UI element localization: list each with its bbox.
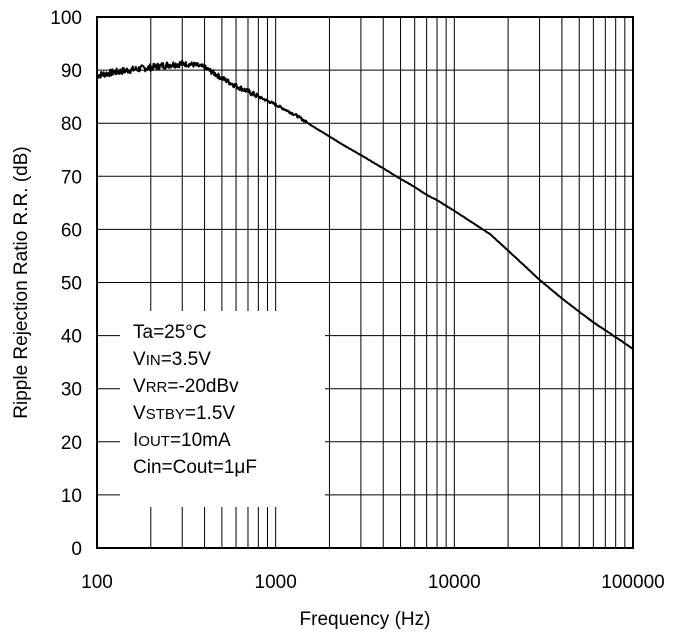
x-axis-ticks: 100 1000 10000 100000 [81, 572, 665, 593]
y-tick-label: 90 [61, 61, 82, 82]
y-tick-label: 100 [50, 8, 82, 29]
plot-area [96, 16, 634, 549]
y-tick-label: 60 [61, 220, 82, 241]
annotation-line: VIN=3.5V [133, 349, 211, 370]
x-tick-label: 100 [81, 572, 113, 593]
x-axis-title: Frequency (Hz) [300, 609, 431, 630]
y-tick-label: 10 [61, 486, 82, 507]
y-tick-label: 20 [61, 433, 82, 454]
y-tick-label: 80 [61, 114, 82, 135]
y-axis-title: Ripple Rejection Ratio R.R. (dB) [11, 146, 32, 418]
annotation-box [120, 311, 325, 507]
y-tick-label: 30 [61, 380, 82, 401]
grid [97, 17, 633, 548]
annotation-line: IOUT=10mA [133, 430, 231, 451]
annotation-line: Ta=25°C [133, 322, 207, 343]
x-tick-label: 100000 [601, 572, 664, 593]
y-tick-label: 0 [71, 539, 82, 560]
y-tick-label: 50 [61, 274, 82, 295]
series-layer [96, 59, 634, 350]
x-tick-label: 1000 [255, 572, 297, 593]
annotation-line: VRR=-20dBv [133, 376, 239, 397]
series-line [96, 59, 634, 350]
y-axis-ticks: 0 10 20 30 40 50 60 70 80 90 100 [50, 8, 82, 560]
annotation-line: Cin=Cout=1μF [133, 457, 257, 478]
conditions-annotation: Ta=25°C VIN=3.5V VRR=-20dBv VSTBY=1.5V IOUT=… [120, 311, 325, 507]
y-tick-label: 40 [61, 327, 82, 348]
annotation-line: VSTBY=1.5V [133, 403, 235, 424]
y-tick-label: 70 [61, 167, 82, 188]
x-tick-label: 10000 [428, 572, 481, 593]
